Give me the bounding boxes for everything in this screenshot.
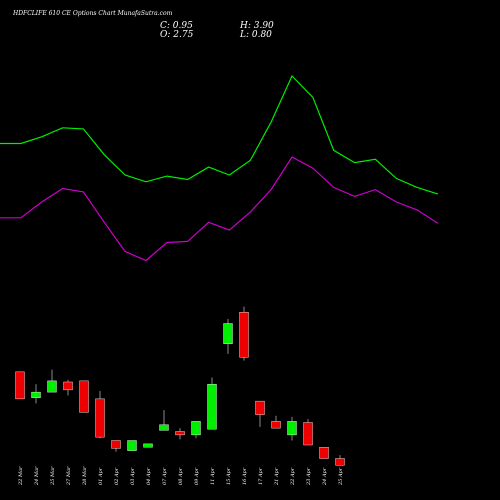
candle-body (335, 458, 345, 466)
candle-body (175, 431, 185, 436)
date-tick-label: 23 Apr (306, 467, 312, 486)
date-tick-label: 08 Apr (178, 467, 184, 485)
candles-group (15, 306, 345, 466)
candle-body (319, 447, 329, 459)
date-tick-label: 04 Apr (146, 467, 152, 485)
candle-body (15, 371, 25, 400)
candle-body (159, 424, 169, 431)
candle-body (255, 400, 265, 415)
candle-body (287, 421, 297, 436)
candle-body (143, 443, 153, 448)
date-tick-label: 11 Apr (210, 467, 216, 485)
candle-body (79, 380, 89, 413)
candle-body (95, 398, 105, 438)
date-tick-label: 17 Apr (258, 467, 264, 485)
date-tick-label: 24 Mar (34, 466, 40, 486)
date-tick-label: 22 Apr (290, 467, 296, 486)
date-tick-label: 25 Apr (338, 467, 344, 486)
date-tick-label: 21 Apr (274, 467, 280, 486)
date-tick-label: 24 Apr (322, 467, 328, 486)
candle-body (239, 312, 249, 358)
date-tick-label: 16 Apr (242, 467, 248, 485)
candle-body (271, 421, 281, 429)
date-tick-label: 02 Apr (114, 467, 120, 485)
candle-body (63, 381, 73, 391)
date-tick-label: 03 Apr (130, 467, 136, 485)
date-axis: 22 Mar 24 Mar 25 Mar 27 Mar 28 Mar 01 Apr 02 A… (18, 466, 344, 486)
open-value: O: 2.75 (160, 30, 194, 40)
close-value: C: 0.95 (160, 21, 193, 31)
date-tick-label: 28 Mar (82, 466, 88, 486)
lower-band-line (0, 156, 439, 262)
date-tick-label: 15 Apr (226, 467, 232, 485)
date-tick-label: 27 Mar (66, 466, 72, 486)
date-tick-label: 09 Apr (194, 467, 200, 485)
candle-body (127, 440, 137, 451)
candle-body (207, 384, 217, 430)
high-value: H: 3.90 (239, 21, 274, 31)
date-tick-label: 25 Mar (50, 466, 56, 486)
candle-body (303, 422, 313, 446)
candle-body (31, 391, 41, 398)
date-tick-label: 07 Apr (162, 467, 168, 485)
candle-body (47, 380, 57, 393)
low-value: L: 0.80 (239, 30, 272, 40)
chart-title: HDFCLIFE 610 CE Options Chart MunafaSutr… (12, 10, 173, 17)
date-tick-label: 01 Apr (98, 467, 104, 485)
candle-body (111, 440, 121, 449)
upper-band-line (0, 74, 439, 195)
date-tick-label: 22 Mar (18, 466, 24, 486)
candle-body (223, 323, 233, 344)
candle-body (191, 421, 201, 436)
